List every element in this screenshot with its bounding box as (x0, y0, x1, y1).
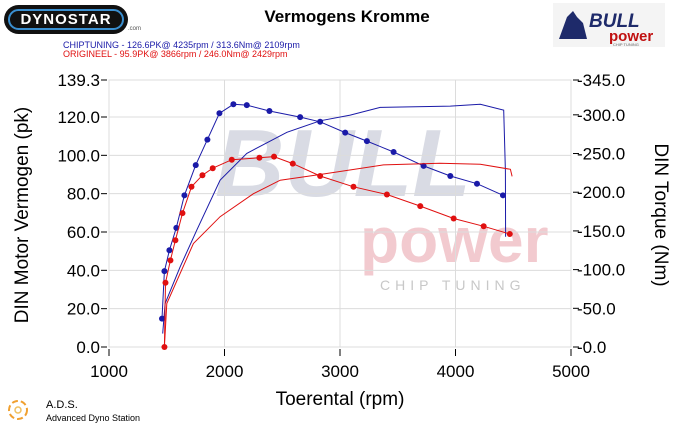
origineel-torque-point (417, 203, 424, 210)
origineel-torque-point (289, 160, 296, 167)
y2-tick-label: -0.0 (577, 338, 606, 357)
origineel-torque-point (179, 210, 186, 217)
chiptuning-torque-point (473, 180, 480, 187)
watermark-power: power (360, 204, 548, 276)
watermark-chip-tuning: CHIP TUNING (380, 277, 526, 293)
origineel-power-line (163, 162, 513, 348)
origineel-torque-point (450, 215, 457, 222)
chiptuning-torque-point (317, 118, 324, 125)
svg-text:CHIP TUNING: CHIP TUNING (613, 42, 639, 47)
y-tick-label: 20.0 (67, 300, 100, 319)
y-tick-label: 80.0 (67, 185, 100, 204)
y-tick-label: 100.0 (57, 146, 100, 165)
y-tick-label: 40.0 (67, 261, 100, 280)
y2-tick-label: -50.0 (577, 299, 616, 318)
origineel-torque-point (350, 183, 357, 190)
chiptuning-torque-point (266, 107, 273, 114)
origineel-torque-point (383, 191, 390, 198)
dynostar-logo: DYNOSTAR (4, 5, 128, 34)
chiptuning-torque-point (159, 315, 166, 322)
origineel-torque-point (271, 153, 278, 160)
svg-text:power: power (609, 28, 653, 45)
axes: 1000 2000 3000 4000 5000 0.0 20.0 40.0 60.0 80.0 1… (57, 71, 625, 381)
y-tick-label: 60.0 (67, 223, 100, 242)
y2-tick-label: -150.0 (577, 222, 625, 241)
origineel-torque-point (506, 231, 513, 238)
x-tick-label: 5000 (552, 362, 590, 381)
origineel-torque-point (209, 165, 216, 172)
chiptuning-torque-point (363, 138, 370, 145)
chiptuning-torque-point (216, 110, 223, 117)
y2-tick-label: -345.0 (577, 71, 625, 90)
dynostar-logo-suffix: .com (128, 26, 142, 32)
bull-power-logo: BULL power CHIP TUNING (553, 3, 665, 47)
origineel-torque-point (161, 344, 168, 350)
x-tick-label: 2000 (206, 362, 244, 381)
chiptuning-torque-point (297, 114, 304, 121)
legend-chiptuning: CHIPTUNING - 126.6PK@ 4235rpm / 313.6Nm@… (63, 40, 300, 50)
x-axis-label: Toerental (rpm) (276, 389, 405, 410)
legend-origineel: ORIGINEEL - 95.9PK@ 3866rpm / 246.0Nm@ 2… (63, 49, 288, 59)
chart-title: Vermogens Kromme (264, 7, 430, 26)
y2-tick-label: -300.0 (577, 106, 625, 125)
chiptuning-torque-point (390, 148, 397, 155)
y-tick-label: 139.3 (57, 71, 100, 90)
y2-axis-label: DIN Torque (Nm) (650, 143, 671, 286)
bull-icon: BULL power CHIP TUNING (559, 11, 653, 47)
chiptuning-torque-point (447, 172, 454, 179)
origineel-torque-point (167, 257, 174, 264)
origineel-torque-point (172, 237, 179, 244)
svg-text:BULL: BULL (589, 11, 640, 32)
watermark: BULL power CHIP TUNING (215, 110, 548, 293)
ads-subtitle: Advanced Dyno Station (46, 413, 141, 423)
y2-tick-label: -200.0 (577, 183, 625, 202)
origineel-torque-point (256, 154, 263, 161)
chiptuning-torque-point (204, 136, 211, 143)
y-axis-label: DIN Motor Vermogen (pk) (12, 107, 33, 323)
grid (108, 79, 572, 348)
y-tick-label: 120.0 (57, 108, 100, 127)
origineel-torque-point (480, 223, 487, 230)
ads-title: A.D.S. (46, 399, 78, 411)
chiptuning-torque-point (230, 101, 237, 108)
chiptuning-torque-point (342, 129, 349, 136)
series (159, 101, 513, 350)
x-tick-label: 4000 (437, 362, 475, 381)
chiptuning-torque-point (243, 102, 250, 109)
x-tick-label: 3000 (321, 362, 359, 381)
origineel-torque-point (317, 172, 324, 179)
chiptuning-torque-point (161, 268, 168, 275)
chiptuning-torque-point (181, 192, 188, 199)
chiptuning-torque-point (499, 192, 506, 199)
y-tick-label: 0.0 (76, 338, 100, 357)
y2-tick-label: -100.0 (577, 261, 625, 280)
origineel-torque-point (199, 172, 206, 179)
chiptuning-torque-point (420, 162, 427, 169)
plot-frame (108, 79, 572, 348)
y2-tick-label: -250.0 (577, 145, 625, 164)
origineel-torque-point (188, 183, 195, 190)
ads-logo-icon (8, 400, 28, 420)
chiptuning-torque-point (192, 162, 199, 169)
origineel-torque-point (228, 156, 235, 163)
chiptuning-torque-point (166, 247, 173, 254)
origineel-torque-point (162, 279, 169, 286)
x-tick-label: 1000 (90, 362, 128, 381)
